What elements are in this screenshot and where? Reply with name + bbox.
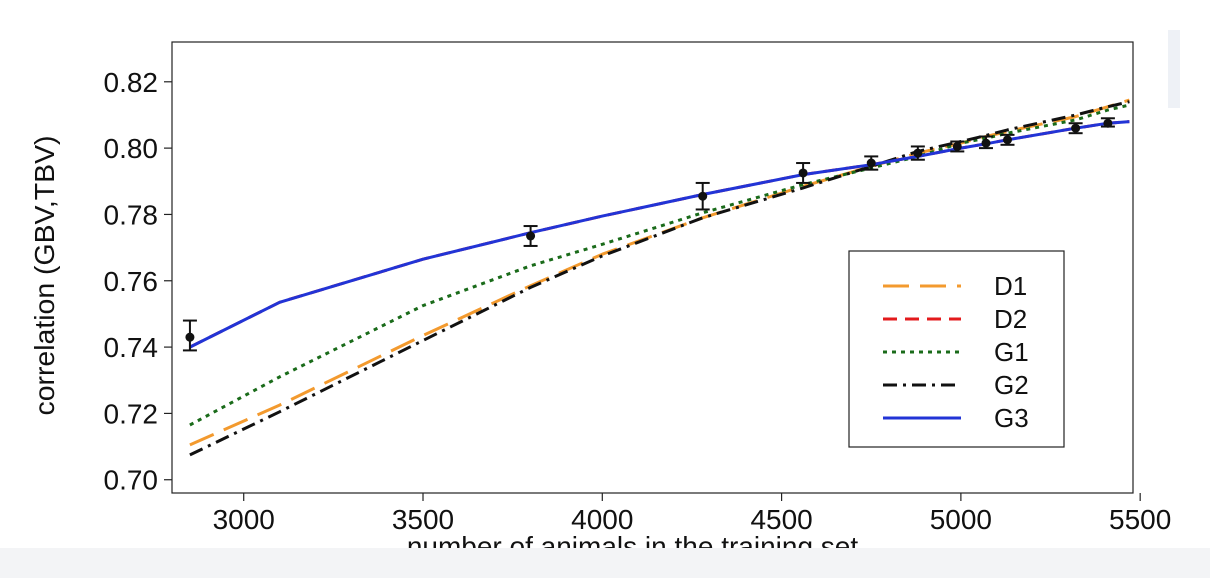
data-point: [866, 158, 876, 168]
y-tick-label: 0.74: [104, 332, 159, 363]
legend-label-g2: G2: [994, 370, 1029, 400]
legend-label-d1: D1: [994, 271, 1027, 301]
legend-label-d2: D2: [994, 304, 1027, 334]
right-band: [1168, 30, 1180, 108]
series-line-d1: [189, 98, 1130, 447]
data-point: [185, 332, 195, 342]
plot-frame: [171, 41, 1134, 494]
data-point: [798, 168, 808, 178]
data-point: [981, 138, 991, 148]
y-tick-label: 0.70: [104, 465, 159, 496]
data-point: [952, 141, 962, 151]
legend-label-g3: G3: [994, 403, 1029, 433]
legend-box: [848, 250, 1065, 448]
x-tick-label: 5500: [1109, 504, 1171, 535]
bottom-band: [0, 548, 1210, 578]
data-point: [913, 148, 923, 158]
data-point: [1002, 135, 1012, 145]
x-tick-label: 5000: [930, 504, 992, 535]
y-tick-label: 0.76: [104, 266, 159, 297]
data-point: [526, 231, 536, 241]
y-tick-label: 0.78: [104, 199, 159, 230]
x-tick-label: 4500: [750, 504, 812, 535]
x-tick-label: 3500: [392, 504, 454, 535]
legend-label-g1: G1: [994, 337, 1029, 367]
y-axis-title: correlation (GBV,TBV): [29, 136, 60, 416]
y-tick-label: 0.80: [104, 133, 159, 164]
data-point: [1103, 118, 1113, 128]
axes-layer: 0.70 0.72 0.74 0.76 0.78 0.80 0.82 3000 3500 4000…: [104, 41, 1171, 535]
data-point: [698, 191, 708, 201]
x-tick-label: 3000: [213, 504, 275, 535]
y-tick-label: 0.82: [104, 67, 159, 98]
series-line-g2: [189, 100, 1130, 457]
plot-layer: [182, 98, 1130, 457]
y-tick-label: 0.72: [104, 398, 159, 429]
x-tick-label: 4000: [571, 504, 633, 535]
data-point: [1071, 123, 1081, 133]
